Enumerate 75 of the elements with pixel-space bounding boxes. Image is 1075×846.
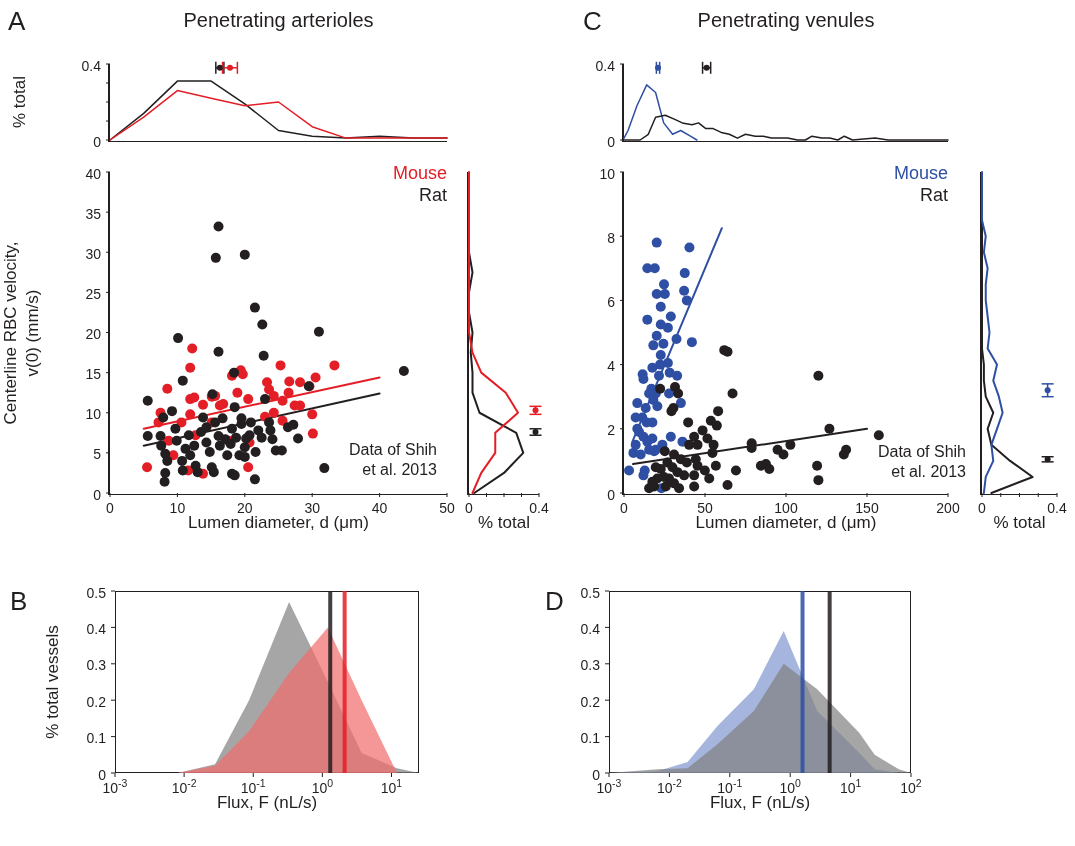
x-tick-label: 0	[978, 500, 987, 516]
y-axis-title: % total	[10, 76, 29, 128]
x-axis-title: % total	[478, 513, 530, 532]
y-tick-label: 0.4	[81, 57, 102, 74]
y-tick-label: 30	[85, 245, 102, 262]
y-tick-label: 0.3	[580, 657, 601, 674]
x-axis-title: Flux, F (nL/s)	[216, 793, 318, 812]
y-tick-label: 0.2	[580, 693, 601, 710]
y-tick-label: 0	[93, 486, 102, 503]
y-tick-label: 35	[85, 205, 102, 222]
y-tick-label: 0.5	[86, 584, 107, 601]
y-tick-label: 0.3	[86, 657, 107, 674]
y-tick-label: 0.4	[580, 620, 601, 637]
x-axis-title: Lumen diameter, d (μm)	[695, 513, 877, 532]
y-tick-label: 0.2	[86, 693, 107, 710]
chart-title: Penetrating arterioles	[182, 9, 375, 32]
text: B	[10, 586, 28, 616]
y-tick-label: 20	[85, 326, 102, 342]
text: D	[545, 586, 564, 616]
x-tick-label: 10$^{1}$	[839, 777, 862, 796]
y-tick-label: 25	[85, 285, 102, 302]
x-tick-label: 10$^{0}$	[311, 777, 334, 796]
x-axis-title: Flux, F (nL/s)	[709, 793, 811, 812]
text: C	[583, 6, 602, 36]
x-tick-label: 10$^{1}$	[380, 777, 403, 796]
x-tick-label: 50	[697, 500, 713, 516]
y-tick-label: 4	[607, 358, 616, 375]
y-tick-label: 0.5	[580, 584, 601, 601]
x-tick-label: 20	[237, 500, 253, 516]
y-axis-title: % total vessels	[42, 624, 63, 741]
x-tick-label: 10$^{-2}$	[171, 777, 197, 796]
y-tick-label: 0.1	[86, 730, 107, 747]
x-tick-label: 0	[620, 500, 629, 516]
y-tick-label: 10	[85, 406, 102, 423]
y-tick-label: 0.4	[86, 620, 107, 637]
x-tick-label: 0	[465, 500, 474, 516]
x-tick-label: 10$^{-1}$	[717, 777, 743, 796]
y-tick-label: 0	[607, 133, 616, 150]
y-tick-label: 15	[85, 366, 102, 383]
y-tick-label: 40	[85, 165, 102, 182]
x-tick-label: 10$^{-2}$	[656, 777, 683, 796]
x-tick-label: 200	[936, 500, 960, 516]
x-tick-label: 10$^{-1}$	[240, 777, 266, 796]
text: Mouse	[892, 162, 948, 184]
y-tick-label: 10	[599, 165, 616, 182]
y-tick-label: 0	[98, 766, 107, 783]
y-axis-title: Centerline RBC velocity, v(0) (mm/s)	[0, 240, 43, 426]
chart-title: Penetrating venules	[696, 9, 876, 32]
y-tick-label: 0.4	[595, 57, 616, 74]
x-tick-label: 100	[774, 500, 798, 516]
y-tick-label: 0.1	[580, 730, 601, 747]
x-tick-label: 10	[169, 500, 186, 516]
y-tick-label: 6	[607, 293, 616, 310]
y-tick-label: 0	[93, 133, 102, 150]
x-axis-title: % total	[993, 513, 1046, 532]
x-tick-label: 0.4	[529, 500, 549, 516]
x-axis-title: Lumen diameter, d (μm)	[188, 513, 369, 532]
text: Mouse	[391, 162, 447, 184]
x-tick-label: 50	[439, 500, 455, 516]
x-tick-label: 150	[855, 500, 879, 516]
annotation: Data of Shih et al. 2013	[876, 442, 966, 482]
x-tick-label: 40	[371, 500, 388, 516]
x-tick-label: 30	[304, 500, 321, 516]
x-tick-label: 0.4	[1047, 500, 1067, 516]
y-tick-label: 2	[607, 422, 616, 439]
x-tick-label: 10$^{2}$	[900, 777, 922, 796]
y-tick-label: 0	[592, 766, 601, 783]
text: A	[8, 6, 26, 36]
annotation: Data of Shih et al. 2013	[347, 440, 437, 480]
text: Rat	[418, 184, 447, 206]
y-tick-label: 5	[93, 446, 102, 463]
x-tick-label: 10$^{0}$	[779, 777, 802, 796]
y-tick-label: 0	[607, 486, 616, 503]
y-tick-label: 8	[607, 229, 616, 246]
text: Rat	[919, 184, 948, 206]
